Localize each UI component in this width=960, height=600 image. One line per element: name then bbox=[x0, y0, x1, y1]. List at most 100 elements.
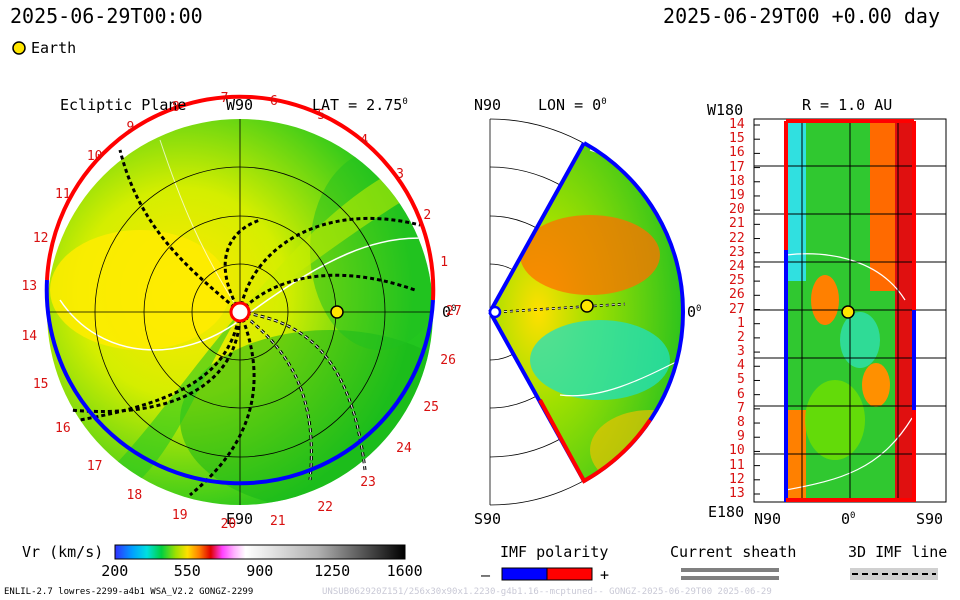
r-y-label: 22 bbox=[729, 230, 745, 246]
carrington-label: 18 bbox=[126, 488, 143, 504]
r-y-label: 18 bbox=[729, 173, 745, 189]
colorbar-tick-label: 1250 bbox=[314, 562, 351, 580]
carrington-label: 16 bbox=[55, 421, 71, 437]
carrington-label: 3 bbox=[396, 167, 404, 183]
sun-inner-boundary bbox=[229, 301, 251, 323]
r-y-label: 20 bbox=[729, 202, 745, 218]
carrington-label: 19 bbox=[171, 508, 188, 524]
ecliptic-right-label: 00 bbox=[442, 303, 456, 321]
imf-plus: + bbox=[600, 566, 610, 584]
r-panel-title: R = 1.0 AU bbox=[802, 96, 893, 114]
carrington-label: 12 bbox=[32, 231, 49, 247]
carrington-label: 13 bbox=[21, 279, 38, 295]
r-panel-x-left: N90 bbox=[754, 510, 782, 528]
colorbar-tick-label: 200 bbox=[101, 562, 129, 580]
carrington-label: 6 bbox=[269, 94, 278, 110]
right-datetime: 2025-06-29T00 +0.00 day bbox=[663, 4, 940, 28]
r-y-label: 9 bbox=[737, 429, 745, 445]
carrington-label: 9 bbox=[126, 119, 135, 135]
r-axis-ticks bbox=[754, 124, 760, 495]
r-y-label: 25 bbox=[729, 273, 745, 289]
r-y-label: 4 bbox=[737, 358, 745, 374]
r-y-label: 27 bbox=[729, 301, 745, 317]
r-y-label: 16 bbox=[729, 145, 745, 161]
lat-value: LAT = 2.75 bbox=[312, 96, 403, 114]
carrington-label: 26 bbox=[440, 353, 456, 369]
imf-minus: – bbox=[481, 566, 491, 584]
earth-marker-r bbox=[841, 305, 855, 319]
r-y-label: 5 bbox=[737, 372, 745, 388]
ecliptic-bottom-label: E90 bbox=[226, 510, 254, 528]
r-y-label: 19 bbox=[729, 187, 745, 203]
ecliptic-zero: 0 bbox=[442, 303, 452, 321]
carrington-label: 25 bbox=[423, 399, 439, 415]
footer-model-text: ENLIL-2.7 lowres-2299-a4b1 WSA_V2.2 GONG… bbox=[4, 587, 254, 597]
r-panel-bottom-left: E180 bbox=[708, 503, 745, 521]
r-y-label: 21 bbox=[729, 216, 745, 232]
imf-polarity-title: IMF polarity bbox=[500, 543, 609, 561]
carrington-label: 10 bbox=[86, 149, 103, 165]
r-y-label: 15 bbox=[729, 131, 745, 147]
carrington-label: 8 bbox=[171, 99, 180, 115]
ecliptic-rim-positive bbox=[45, 94, 436, 301]
r-panel-top-left: W180 bbox=[707, 101, 744, 119]
colorbar-tick-label: 550 bbox=[173, 562, 201, 580]
ecliptic-rim-negative bbox=[44, 279, 435, 486]
carrington-label: 27 bbox=[446, 304, 462, 319]
earth-marker-ecliptic bbox=[330, 305, 344, 319]
r-x-zero: 0 bbox=[841, 510, 851, 528]
r-y-label: 3 bbox=[737, 344, 745, 360]
earth-legend-label: Earth bbox=[31, 39, 77, 57]
carrington-label: 22 bbox=[317, 499, 334, 515]
carrington-label: 14 bbox=[21, 328, 38, 344]
carrington-label: 23 bbox=[360, 474, 376, 490]
r-y-label: 11 bbox=[729, 457, 745, 473]
r-panel-x-right: S90 bbox=[916, 510, 944, 528]
meridional-zero: 0 bbox=[687, 303, 697, 321]
lat-degree: 0 bbox=[402, 97, 408, 107]
carrington-label: 4 bbox=[360, 133, 369, 149]
carrington-label: 11 bbox=[55, 186, 71, 202]
r-y-label: 17 bbox=[729, 159, 745, 175]
meridional-panel bbox=[488, 118, 686, 506]
imf-line-title: 3D IMF line bbox=[848, 543, 948, 561]
r-y-label: 24 bbox=[729, 258, 745, 274]
carrington-label: 2 bbox=[423, 208, 432, 224]
ecliptic-panel bbox=[44, 94, 436, 505]
r-y-label: 6 bbox=[737, 386, 745, 402]
imf-positive-swatch bbox=[546, 567, 593, 581]
carrington-label: 7 bbox=[220, 91, 229, 107]
carrington-label: 5 bbox=[317, 108, 326, 124]
meridional-zero-degree: 0 bbox=[696, 304, 702, 314]
carrington-label: 24 bbox=[396, 440, 412, 456]
left-datetime: 2025-06-29T00:00 bbox=[10, 4, 203, 28]
carrington-label: 15 bbox=[32, 376, 49, 392]
r-y-label: 26 bbox=[729, 287, 745, 303]
colorbar-tick-label: 1600 bbox=[386, 562, 423, 580]
lon-degree: 0 bbox=[601, 97, 607, 107]
meridional-right-label: 00 bbox=[687, 303, 701, 321]
r-x-zero-degree: 0 bbox=[850, 511, 856, 521]
footer-faint-text: UNSUB062920Z151/256x30x90x1.2230-g4b1.16… bbox=[322, 587, 772, 597]
ecliptic-lat-label: LAT = 2.750 bbox=[312, 96, 408, 114]
ecliptic-zero-degree: 0 bbox=[451, 304, 457, 314]
r-panel bbox=[753, 118, 947, 503]
r-y-label: 12 bbox=[729, 471, 745, 487]
carrington-label: 20 bbox=[220, 516, 237, 532]
r-panel-x-mid: 00 bbox=[841, 510, 855, 528]
carrington-label: 17 bbox=[86, 458, 103, 474]
meridional-lon-label: LON = 00 bbox=[538, 96, 607, 114]
meridional-top-label: N90 bbox=[474, 96, 502, 114]
r-y-label: 13 bbox=[729, 486, 745, 501]
current-sheath-title: Current sheath bbox=[670, 543, 797, 561]
meridional-bottom-label: S90 bbox=[474, 510, 502, 528]
carrington-label: 1 bbox=[440, 254, 449, 270]
ecliptic-top-label: W90 bbox=[226, 96, 254, 114]
r-y-label: 23 bbox=[729, 244, 745, 260]
r-y-label: 8 bbox=[737, 415, 745, 431]
lon-value: LON = 0 bbox=[538, 96, 602, 114]
colorbar-label: Vr (km/s) bbox=[22, 543, 104, 561]
colorbar-tick-label: 900 bbox=[246, 562, 274, 580]
carrington-label: 21 bbox=[269, 513, 286, 529]
